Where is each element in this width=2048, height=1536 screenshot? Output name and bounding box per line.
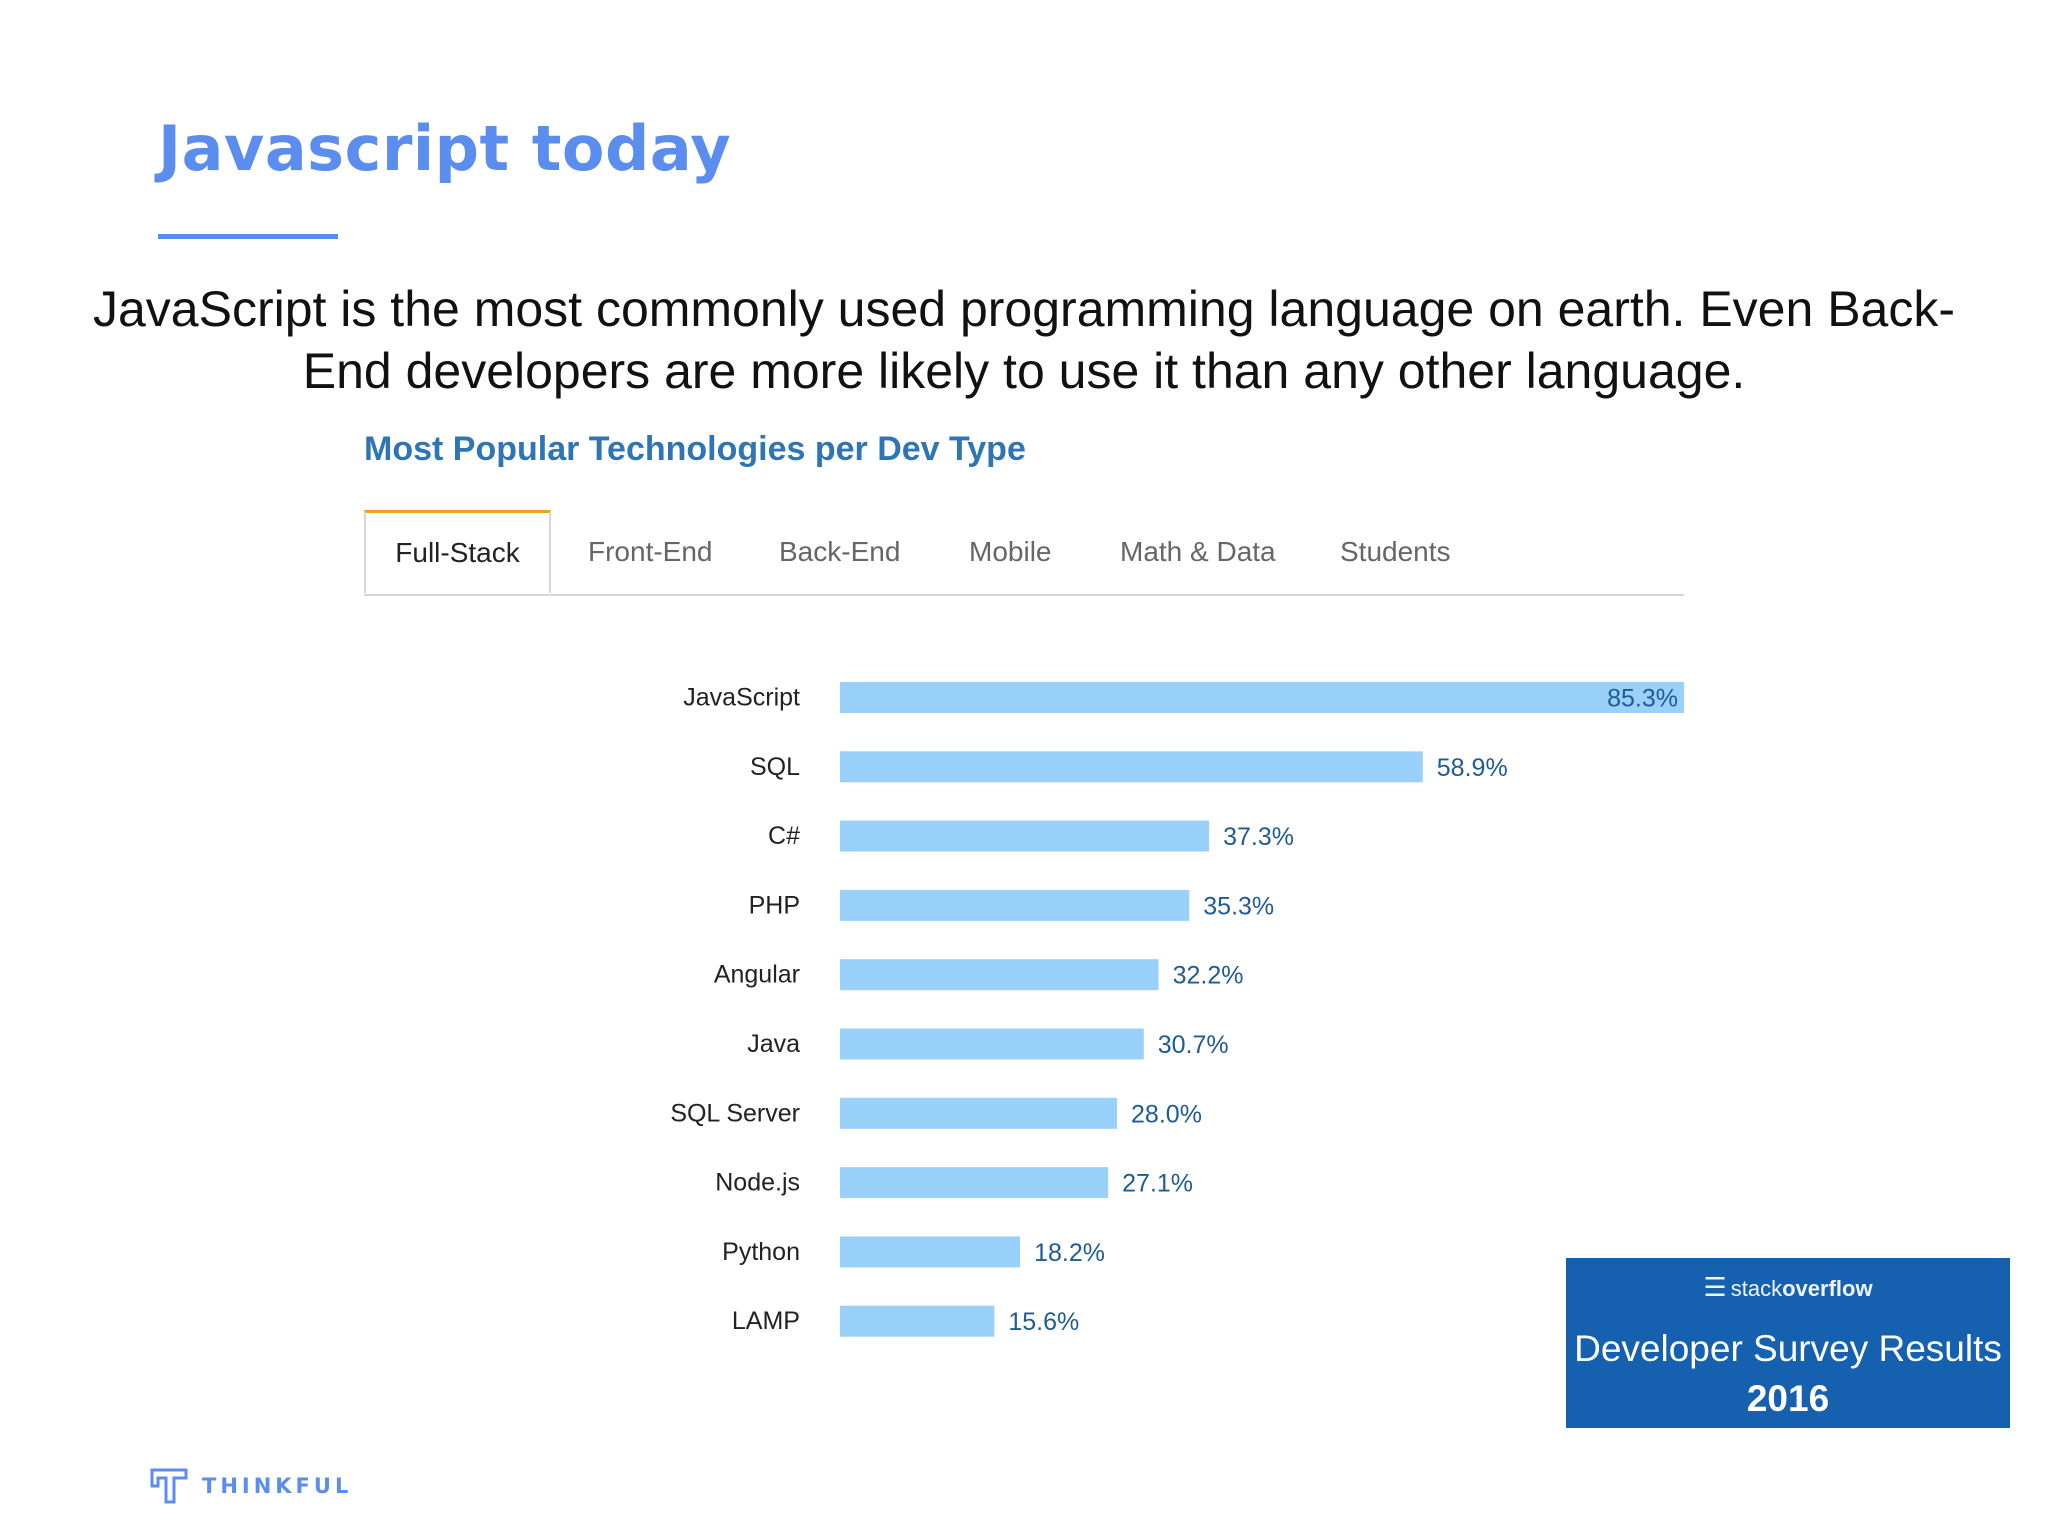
value-label-lamp: 15.6% <box>1008 1308 1079 1336</box>
value-label-sql: 58.9% <box>1437 754 1508 782</box>
thinkful-brand: THINKFUL <box>150 1466 352 1506</box>
lead-line-2: End developers are more likely to use it… <box>302 343 1746 399</box>
bar-label-java: Java <box>747 1030 800 1058</box>
bar-label-sql-server: SQL Server <box>670 1099 800 1127</box>
bar-label-node-js: Node.js <box>715 1169 800 1197</box>
lead-line-1: JavaScript is the most commonly used pro… <box>92 281 1955 337</box>
value-label-javascript: 85.3% <box>1607 685 1678 713</box>
lead-paragraph: JavaScript is the most commonly used pro… <box>0 278 2048 402</box>
bar-label-python: Python <box>722 1238 800 1266</box>
bar-python <box>840 1236 1021 1268</box>
bar-angular <box>840 959 1159 991</box>
title-underline <box>158 234 338 239</box>
chart-heading: Most Popular Technologies per Dev Type <box>364 430 1026 468</box>
badge-title: Developer Survey Results <box>1574 1328 2002 1369</box>
value-label-sql-server: 28.0% <box>1131 1100 1202 1128</box>
bar-label-javascript: JavaScript <box>683 684 800 712</box>
logo-text-light: stack <box>1730 1276 1783 1301</box>
bar-sql-server <box>840 1097 1118 1129</box>
tab-mobile[interactable]: Mobile <box>969 536 1052 567</box>
value-label-php: 35.3% <box>1203 892 1274 920</box>
tab-back-end[interactable]: Back-End <box>779 536 901 567</box>
bar-label-php: PHP <box>749 891 800 919</box>
value-label-node-js: 27.1% <box>1122 1170 1193 1198</box>
bar-label-c: C# <box>768 822 800 850</box>
bar-php <box>840 889 1190 921</box>
bar-lamp <box>840 1305 995 1337</box>
logo-text-bold: overflow <box>1782 1276 1873 1301</box>
dev-type-tabs: Full-Stack Front-End Back-End Mobile Mat… <box>364 510 1684 596</box>
survey-badge: ☰ stackoverflow Developer Survey Results … <box>1566 1258 2010 1428</box>
bar-sql <box>840 751 1423 783</box>
badge-year: 2016 <box>1746 1378 1830 1419</box>
tab-full-stack[interactable]: Full-Stack <box>364 510 551 593</box>
stackoverflow-logo: ☰ stackoverflow <box>1566 1272 2010 1303</box>
stackoverflow-icon: ☰ <box>1703 1272 1727 1302</box>
bar-label-sql: SQL <box>750 753 800 781</box>
bar-java <box>840 1028 1144 1060</box>
bar-javascript <box>840 682 1684 713</box>
bar-label-angular: Angular <box>714 961 800 989</box>
brand-name: THINKFUL <box>202 1474 353 1498</box>
value-label-angular: 32.2% <box>1173 962 1244 990</box>
tab-math-data[interactable]: Math & Data <box>1120 536 1276 567</box>
thinkful-logo-icon <box>150 1468 188 1504</box>
slide-title: Javascript today <box>158 112 732 185</box>
tab-front-end[interactable]: Front-End <box>588 536 713 567</box>
value-label-java: 30.7% <box>1158 1031 1229 1059</box>
bar-label-lamp: LAMP <box>732 1307 800 1335</box>
bar-c <box>840 820 1210 852</box>
value-label-c: 37.3% <box>1223 823 1294 851</box>
tab-students[interactable]: Students <box>1340 536 1451 567</box>
bar-node-js <box>840 1167 1109 1199</box>
value-label-python: 18.2% <box>1034 1239 1105 1267</box>
